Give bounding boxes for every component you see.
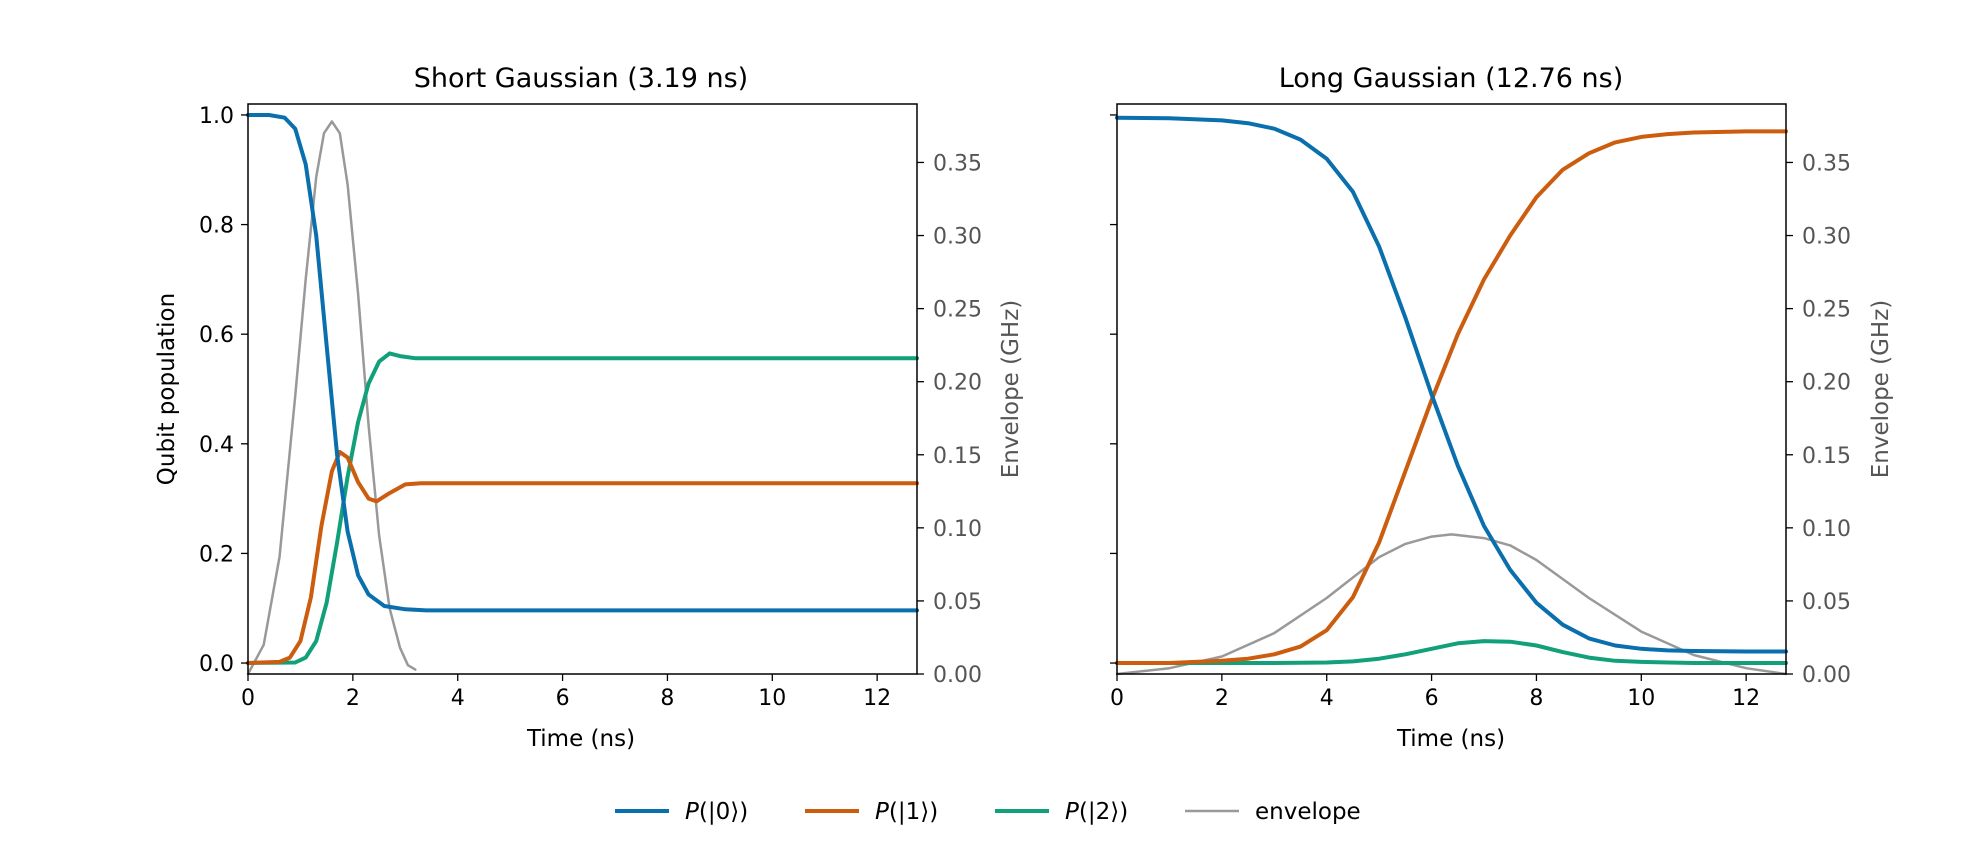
x-tick-label: 4 [451,686,465,711]
y-tick-label: 0.2 [199,542,234,567]
y2-tick-label: 0.00 [1802,663,1851,688]
x-tick-label: 0 [1110,686,1124,711]
plot-frame [1116,103,1787,675]
series-line-envelope [1115,533,1788,676]
legend-label-p2: P(|2⟩) [1065,799,1128,825]
x-tick-label: 12 [1732,686,1760,711]
legend-item-p1: P(|1⟩) [805,799,938,825]
series-layer [1115,115,1788,676]
x-tick-label: 6 [1425,686,1439,711]
x-tick-label: 10 [758,686,786,711]
series-line-p0 [1115,115,1788,654]
x-axis-ticks: 0 2 4 6 8 10 12 [241,674,891,711]
y-tick-label: 0.6 [199,323,234,348]
x-tick-label: 10 [1627,686,1655,711]
y-tick-label: 0.0 [199,652,234,677]
y2-axis-label: Envelope (GHz) [1868,300,1894,479]
series-line-p1 [1115,129,1788,665]
series-line-p1 [246,450,919,665]
legend-item-p2: P(|2⟩) [995,799,1128,825]
series-line-p2 [1115,639,1788,665]
panel-long-gaussian: Long Gaussian (12.76 ns) 0 2 4 6 8 10 12 0.000… [1110,63,1894,752]
series-line-envelope [246,120,417,676]
x-tick-label: 0 [241,686,255,711]
y2-tick-label: 0.25 [1802,298,1851,323]
series-layer [246,113,919,676]
x-axis-label: Time (ns) [1396,726,1505,752]
y2-tick-label: 0.20 [1802,371,1851,396]
y-axis-ticks [1110,114,1117,664]
x-tick-label: 6 [556,686,570,711]
y-tick-label: 1.0 [199,104,234,129]
y2-axis-ticks: 0.00 0.05 0.10 0.15 0.20 0.25 0.30 0.35 [1786,151,1851,688]
panel-title: Short Gaussian (3.19 ns) [414,63,748,94]
x-tick-label: 2 [1215,686,1229,711]
y2-tick-label: 0.10 [1802,517,1851,542]
y2-tick-label: 0.10 [933,517,982,542]
y2-tick-label: 0.15 [933,444,982,469]
x-tick-label: 8 [660,686,674,711]
legend-item-envelope: envelope [1185,799,1361,825]
y2-axis-label: Envelope (GHz) [998,300,1024,479]
y2-tick-label: 0.15 [1802,444,1851,469]
legend-label-envelope: envelope [1255,799,1361,825]
legend-label-p1: P(|1⟩) [875,799,938,825]
y2-tick-label: 0.30 [933,225,982,250]
y-axis-label: Qubit population [154,293,180,485]
series-line-p0 [246,113,919,613]
y2-tick-label: 0.05 [933,590,982,615]
x-tick-label: 8 [1529,686,1543,711]
x-tick-label: 2 [346,686,360,711]
y2-tick-label: 0.00 [933,663,982,688]
panel-short-gaussian: Short Gaussian (3.19 ns) 0 2 4 6 8 10 12 0.00.… [154,63,1024,752]
legend-label-p0: P(|0⟩) [685,799,748,825]
panel-title: Long Gaussian (12.76 ns) [1279,63,1624,94]
plot-frame [247,103,918,675]
y2-tick-label: 0.30 [1802,225,1851,250]
y2-tick-label: 0.05 [1802,590,1851,615]
y-tick-label: 0.4 [199,433,234,458]
x-tick-label: 12 [863,686,891,711]
y2-axis-ticks: 0.00 0.05 0.10 0.15 0.20 0.25 0.30 0.35 [917,151,982,688]
y2-tick-label: 0.35 [1802,151,1851,176]
x-axis-label: Time (ns) [526,726,635,752]
y2-tick-label: 0.25 [933,298,982,323]
legend: P(|0⟩) P(|1⟩) P(|2⟩) envelope [615,799,1361,825]
x-axis-ticks: 0 2 4 6 8 10 12 [1110,674,1760,711]
y2-tick-label: 0.20 [933,371,982,396]
x-tick-label: 4 [1320,686,1334,711]
series-line-p2 [246,351,919,665]
y2-tick-label: 0.35 [933,151,982,176]
y-tick-label: 0.8 [199,214,234,239]
y-axis-ticks: 0.0 0.2 0.4 0.6 0.8 1.0 [199,104,248,677]
legend-item-p0: P(|0⟩) [615,799,748,825]
